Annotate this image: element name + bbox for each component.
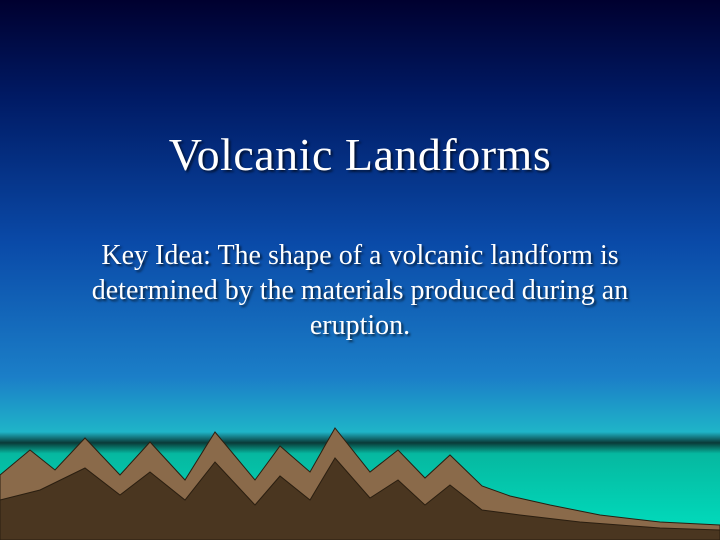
slide-subtitle: Key Idea: The shape of a volcanic landfo…: [80, 238, 640, 343]
slide-title: Volcanic Landforms: [0, 128, 720, 181]
slide: Volcanic Landforms Key Idea: The shape o…: [0, 0, 720, 540]
mountain-silhouette: [0, 360, 720, 540]
